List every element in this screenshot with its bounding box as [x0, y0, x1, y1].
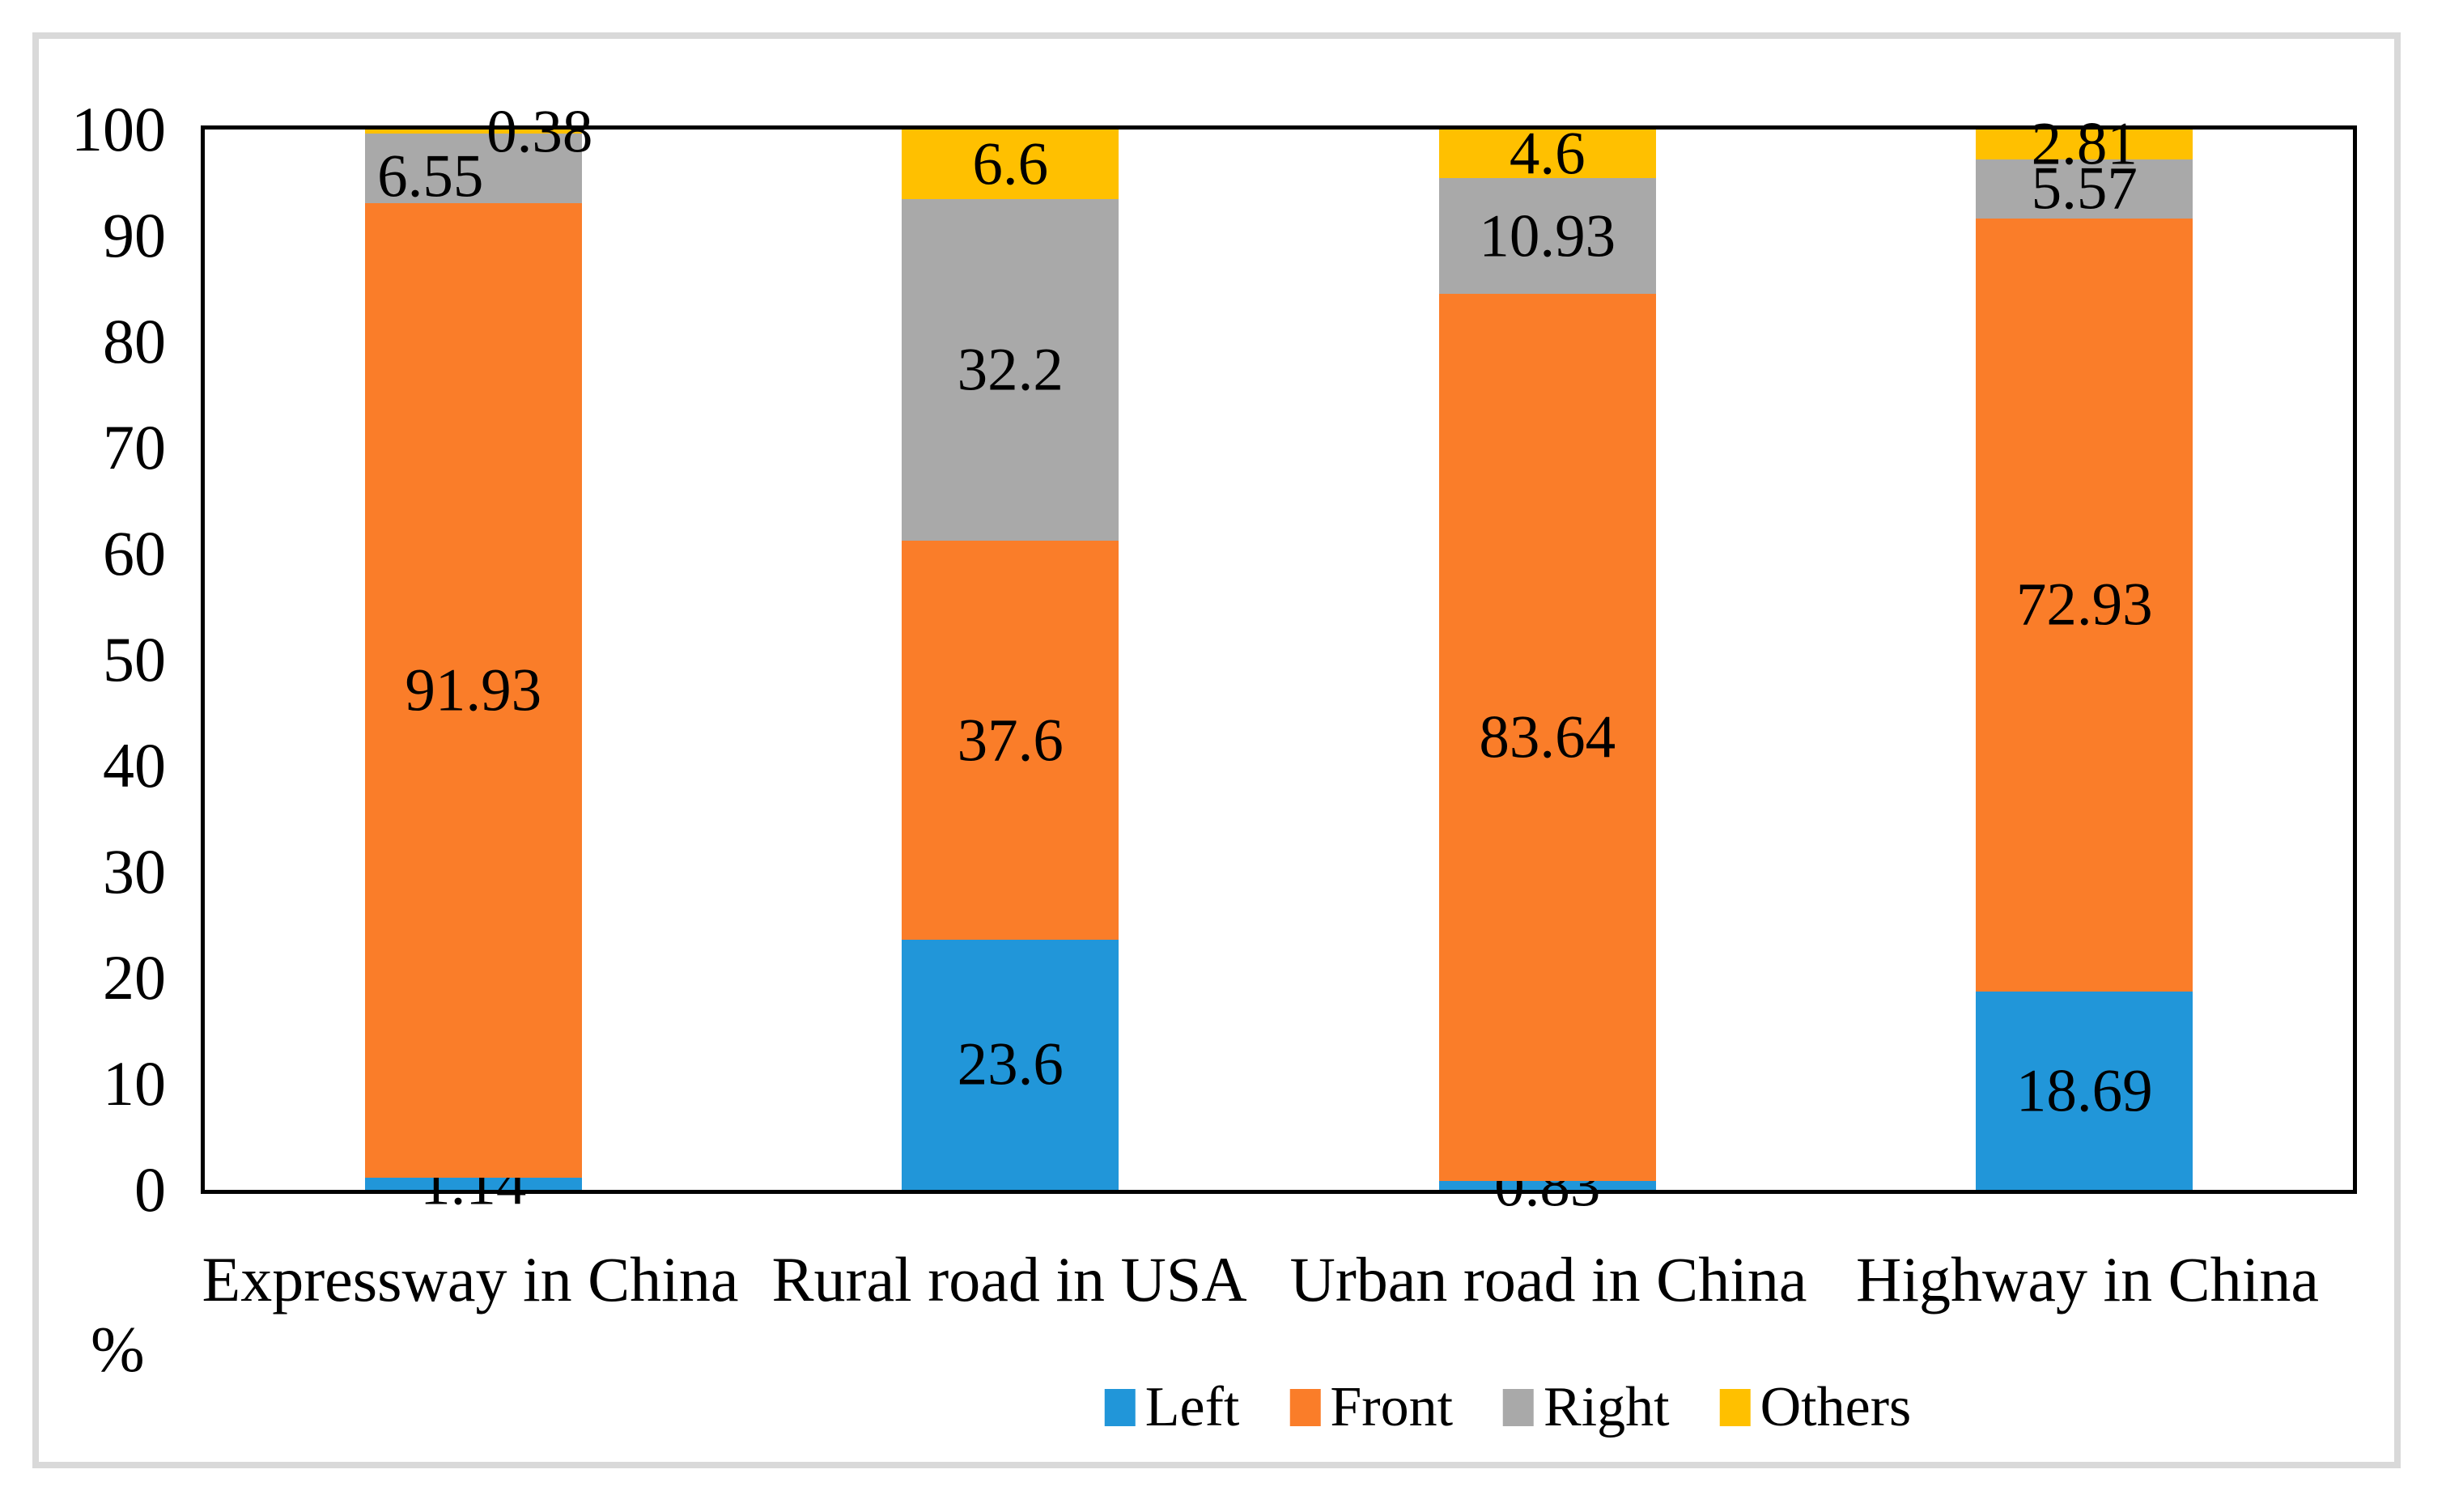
y-tick-label: 80: [103, 306, 166, 376]
bar-segment-left: 1.14: [364, 1153, 582, 1214]
legend-swatch-icon: [1289, 1389, 1321, 1426]
data-label: 23.6: [957, 1030, 1064, 1098]
stacked-bar: 23.6 37.6 32.2 6.6: [902, 130, 1119, 1190]
chart-legend: Left Front Right Others: [1104, 1376, 1912, 1438]
bar-segment-right: 10.93: [1438, 178, 1656, 295]
bar-segment-front: 91.93: [364, 202, 582, 1179]
data-label: 83.64: [1479, 703, 1616, 771]
legend-item-right: Right: [1503, 1379, 1670, 1436]
legend-item-front: Front: [1289, 1379, 1453, 1436]
stacked-bar: 18.69 72.93 5.57 2.81: [1976, 114, 2193, 1190]
bar-segment-others: 6.6: [902, 130, 1119, 200]
category-slot: 0.83 83.64 10.93 4.6: [1279, 124, 1816, 1216]
bar-segment-front: 83.64: [1438, 294, 1656, 1182]
x-axis-category-labels: Expressway in China Rural road in USA Urba…: [201, 1248, 2357, 1311]
y-tick-label: 0: [134, 1154, 166, 1225]
data-label: 4.6: [1509, 120, 1586, 188]
bar-segment-others: 0.38: [364, 101, 592, 162]
legend-label: Left: [1144, 1376, 1240, 1438]
bar-segment-left: 0.83: [1438, 1155, 1656, 1216]
data-label: 32.2: [957, 336, 1064, 404]
bar-segment-others: 4.6: [1438, 124, 1656, 185]
bar-segment-right: 6.55: [364, 134, 582, 210]
bar-segment-front: 72.93: [1976, 218, 2193, 992]
legend-label: Others: [1760, 1376, 1912, 1438]
category-slot: 1.14 91.93 6.55 0.38: [205, 101, 742, 1214]
bar-segment-left: 18.69: [1976, 992, 2193, 1190]
bar-segment-front: 37.6: [902, 541, 1119, 940]
category-label: Urban road in China: [1289, 1244, 1807, 1315]
y-tick-label: 70: [103, 412, 166, 482]
legend-swatch-icon: [1719, 1389, 1751, 1426]
bar-segment-right: 32.2: [902, 199, 1119, 542]
y-tick-label: 50: [103, 624, 166, 694]
y-tick-label: 90: [103, 200, 166, 270]
data-label: 5.57: [2031, 155, 2138, 223]
y-axis: 0 10 20 30 40 50 60 70 80 90 100: [0, 0, 166, 1512]
data-label: 37.6: [957, 707, 1064, 775]
data-label: 18.69: [2015, 1057, 2153, 1125]
stacked-bar: 0.83 83.64 10.93 4.6: [1438, 124, 1656, 1216]
category-slot: 23.6 37.6 32.2 6.6: [742, 130, 1280, 1190]
category-slot: 18.69 72.93 5.57 2.81: [1816, 114, 2354, 1190]
legend-item-others: Others: [1719, 1376, 1912, 1438]
category-label: Rural road in USA: [771, 1244, 1247, 1315]
y-tick-label: 20: [103, 942, 166, 1013]
data-label: 2.81: [2031, 110, 2138, 178]
data-label: 91.93: [405, 656, 542, 724]
bar-segment-others: 2.81: [1976, 114, 2193, 175]
data-label: 10.93: [1479, 202, 1616, 270]
y-tick-label: 100: [71, 94, 166, 164]
legend-label: Front: [1330, 1376, 1454, 1438]
category-label: Highway in China: [1856, 1244, 2319, 1315]
data-label: 6.55: [377, 142, 484, 210]
data-label: 6.6: [972, 130, 1049, 198]
bar-segment-left: 23.6: [902, 939, 1119, 1190]
stacked-bar: 1.14 91.93 6.55 0.38: [364, 101, 592, 1214]
y-tick-label: 60: [103, 518, 166, 588]
data-label: 0.38: [486, 98, 593, 166]
category-label: Expressway in China: [202, 1244, 739, 1315]
legend-swatch-icon: [1104, 1389, 1136, 1426]
y-tick-label: 30: [103, 836, 166, 907]
y-axis-unit-label: %: [91, 1315, 145, 1386]
legend-swatch-icon: [1503, 1389, 1535, 1426]
data-label: 72.93: [2015, 571, 2153, 639]
bar-segment-right: 5.57: [1976, 159, 2193, 219]
y-tick-label: 40: [103, 730, 166, 801]
legend-label: Right: [1544, 1376, 1670, 1438]
y-tick-label: 10: [103, 1048, 166, 1119]
plot-area: 1.14 91.93 6.55 0.38 23.6 37.6 32.2 6.6 0.83 83.6…: [201, 101, 2357, 1216]
legend-item-left: Left: [1104, 1376, 1240, 1438]
